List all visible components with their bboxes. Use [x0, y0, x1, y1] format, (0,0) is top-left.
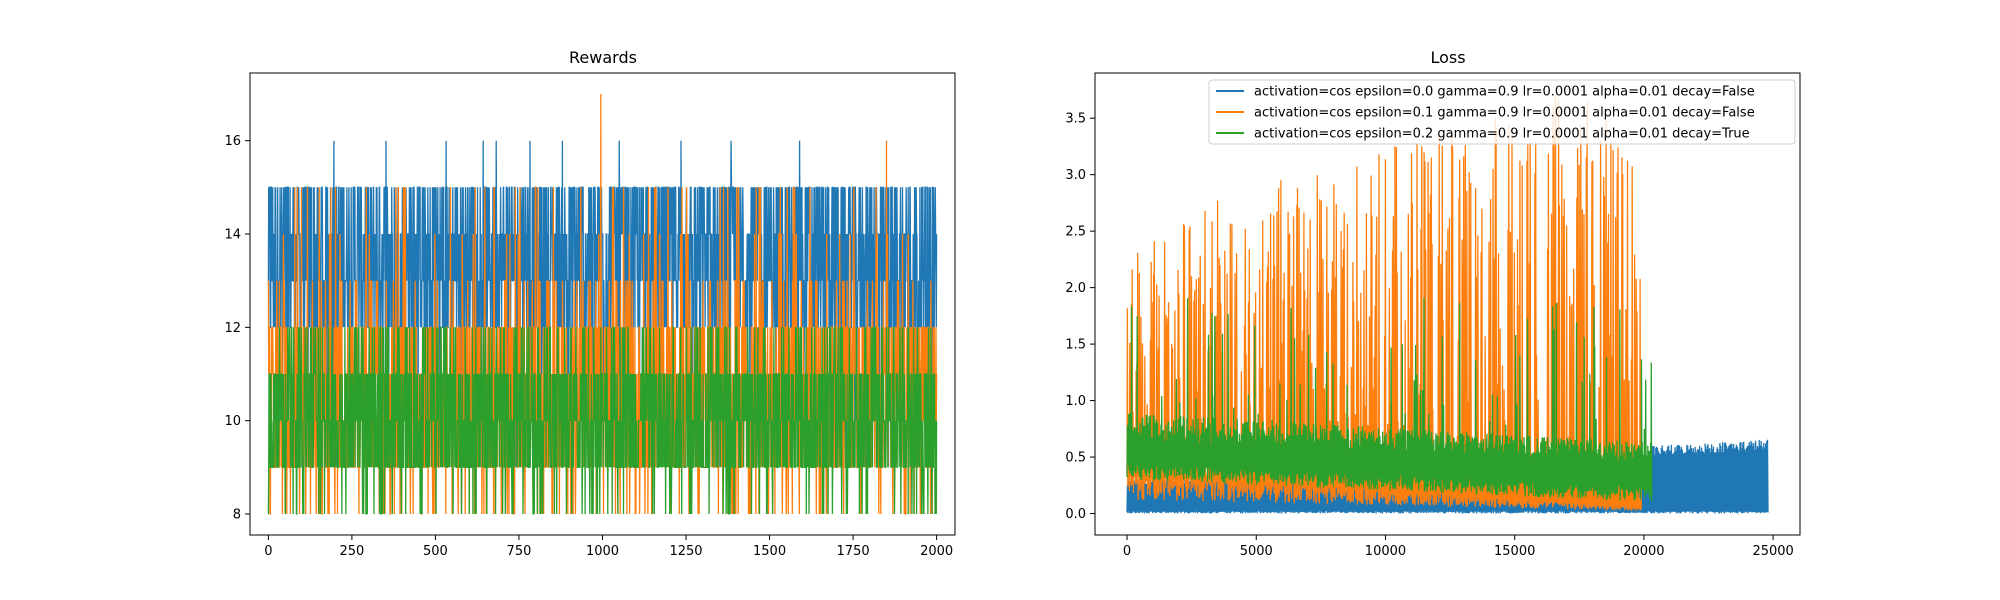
y-tick-label: 16: [224, 134, 241, 149]
y-tick-label: 12: [224, 321, 241, 336]
legend-label-series2: activation=cos epsilon=0.1 gamma=0.9 lr=…: [1254, 106, 1755, 121]
x-tick-label: 0: [264, 544, 272, 559]
y-tick-label: 3.0: [1065, 168, 1086, 183]
y-tick-label: 1.0: [1065, 394, 1086, 409]
x-tick-label: 1750: [837, 544, 870, 559]
rewards-y-axis: 8 10 12 14 16: [224, 134, 250, 523]
loss-legend: activation=cos epsilon=0.0 gamma=0.9 lr=…: [1208, 79, 1796, 145]
x-tick-label: 20000: [1623, 544, 1664, 559]
loss-frame: [1094, 72, 1801, 536]
y-tick-label: 2.5: [1065, 225, 1086, 240]
loss-series-group: [1126, 94, 1769, 514]
x-tick-label: 10000: [1365, 544, 1406, 559]
x-tick-label: 1500: [753, 544, 786, 559]
x-tick-label: 2000: [920, 544, 953, 559]
legend-label-series1: activation=cos epsilon=0.0 gamma=0.9 lr=…: [1254, 85, 1755, 100]
legend-label-series3: activation=cos epsilon=0.2 gamma=0.9 lr=…: [1254, 127, 1750, 142]
loss-series2-line: [1126, 94, 1642, 512]
y-tick-label: 8: [233, 508, 241, 523]
rewards-title: Rewards: [569, 48, 637, 67]
loss-title: Loss: [1430, 48, 1465, 67]
y-tick-label: 0.0: [1065, 507, 1086, 522]
y-tick-label: 3.5: [1065, 112, 1086, 127]
y-tick-label: 14: [224, 228, 241, 243]
x-tick-label: 1250: [669, 544, 702, 559]
loss-y-axis: 0.0 0.5 1.0 1.5 2.0 2.5 3.0 3.5: [1065, 112, 1095, 522]
legend-box: [1208, 79, 1796, 145]
loss-x-axis: 0 5000 10000 15000 20000 25000: [1123, 535, 1794, 559]
loss-chart: Loss 0 5000 10000 15000 20000 25000 0.0 0.5 1.0…: [1065, 48, 1801, 559]
y-tick-label: 2.0: [1065, 281, 1086, 296]
x-tick-label: 0: [1123, 544, 1131, 559]
rewards-x-axis: 0 250 500 750 1000 1250 1500 1750 2000: [264, 535, 953, 559]
y-tick-label: 1.5: [1065, 338, 1086, 353]
x-tick-label: 25000: [1752, 544, 1793, 559]
y-tick-label: 0.5: [1065, 451, 1086, 466]
rewards-series3-line: [267, 326, 938, 515]
x-tick-label: 5000: [1240, 544, 1273, 559]
rewards-series1-line: [267, 140, 938, 468]
y-tick-label: 10: [224, 414, 241, 429]
x-tick-label: 1000: [586, 544, 619, 559]
loss-series3-line: [1126, 297, 1653, 502]
x-tick-label: 500: [423, 544, 448, 559]
x-tick-label: 250: [339, 544, 364, 559]
x-tick-label: 15000: [1494, 544, 1535, 559]
rewards-series-group: [267, 93, 938, 515]
rewards-chart: Rewards 0 250 500 750 1000 1250 1500 1750 2000 8…: [224, 48, 956, 559]
x-tick-label: 750: [507, 544, 532, 559]
